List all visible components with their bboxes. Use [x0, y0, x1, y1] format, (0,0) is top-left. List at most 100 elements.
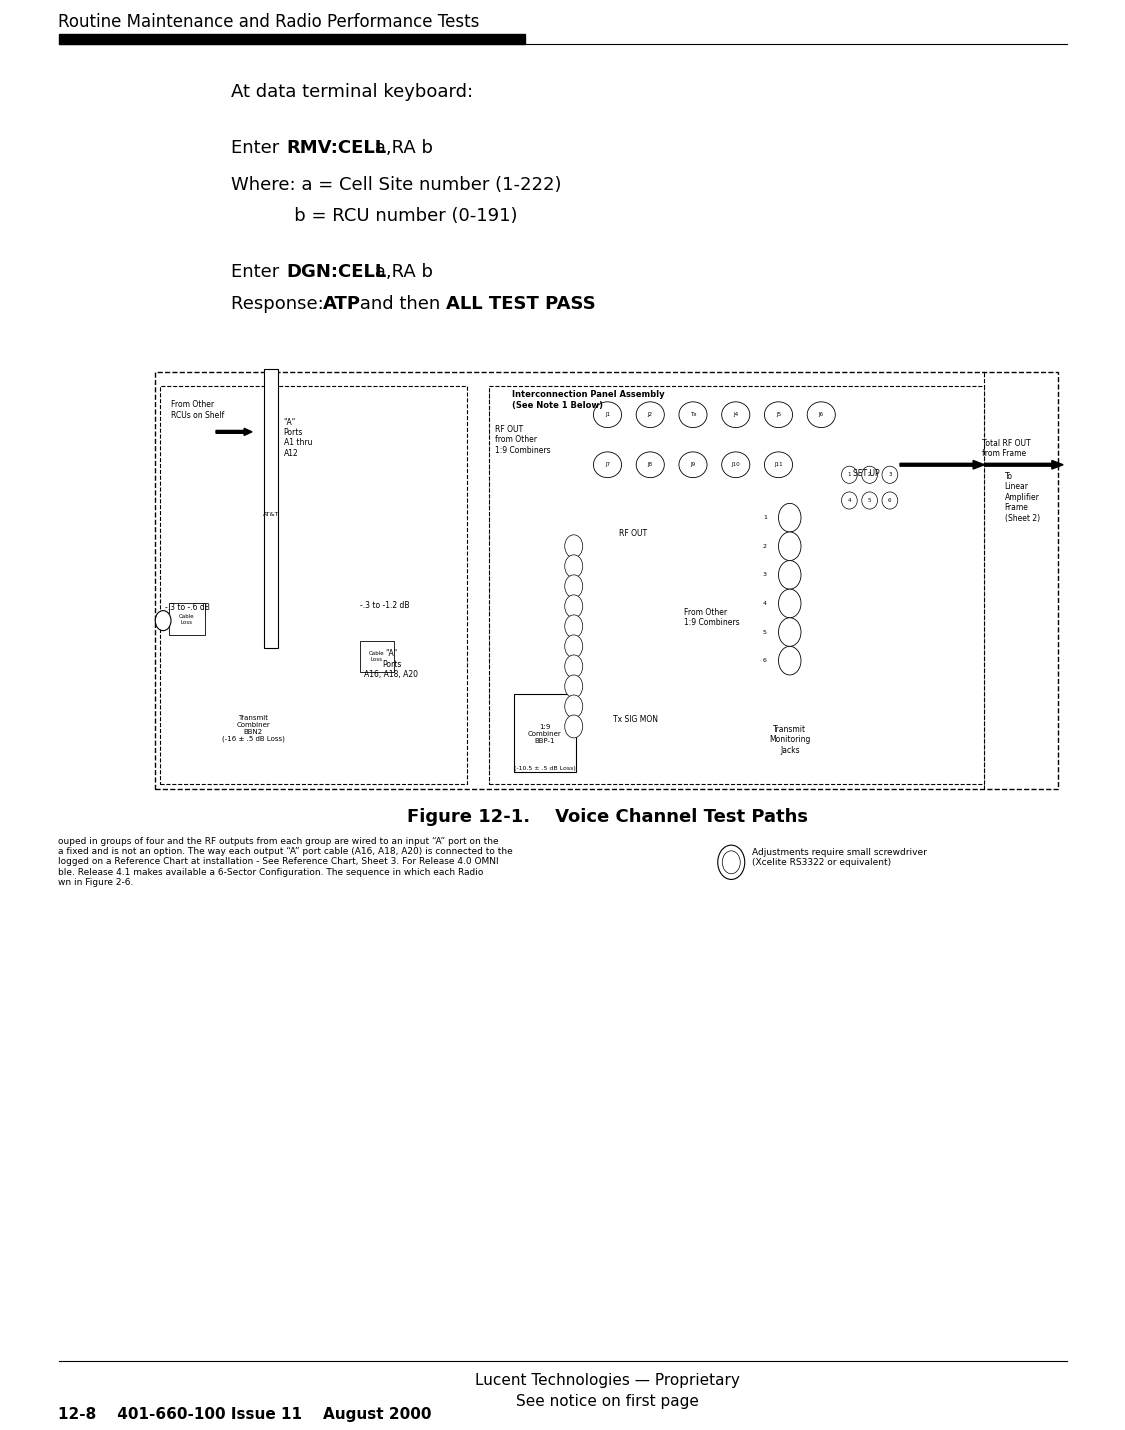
FancyArrow shape	[900, 460, 984, 469]
Text: 5: 5	[867, 498, 872, 503]
Text: DGN:CELL: DGN:CELL	[286, 263, 386, 282]
Text: ATP: ATP	[323, 295, 361, 313]
Circle shape	[778, 532, 801, 561]
Text: J9: J9	[691, 462, 695, 468]
Text: 3: 3	[888, 472, 892, 478]
Text: J5: J5	[776, 412, 781, 418]
Text: a,RA b: a,RA b	[369, 139, 433, 157]
Text: J8: J8	[648, 462, 652, 468]
Circle shape	[778, 589, 801, 618]
Text: AT&T: AT&T	[263, 512, 279, 518]
Ellipse shape	[862, 492, 878, 509]
Text: Lucent Technologies — Proprietary: Lucent Technologies — Proprietary	[475, 1373, 740, 1387]
Text: Total RF OUT
from Frame: Total RF OUT from Frame	[982, 439, 1030, 459]
Text: 4: 4	[847, 498, 852, 503]
Text: 4: 4	[763, 601, 767, 606]
Text: J10: J10	[731, 462, 740, 468]
Text: J1: J1	[605, 412, 610, 418]
Text: At data terminal keyboard:: At data terminal keyboard:	[231, 83, 472, 102]
Text: J4: J4	[734, 412, 738, 418]
Circle shape	[565, 535, 583, 558]
Text: Cable
Loss: Cable Loss	[179, 613, 195, 625]
Text: ALL TEST PASS: ALL TEST PASS	[447, 295, 596, 313]
Text: -.3 to -.6 dB: -.3 to -.6 dB	[165, 603, 210, 612]
Text: Routine Maintenance and Radio Performance Tests: Routine Maintenance and Radio Performanc…	[58, 13, 480, 31]
Circle shape	[565, 575, 583, 598]
Text: Interconnection Panel Assembly
(See Note 1 Below): Interconnection Panel Assembly (See Note…	[512, 390, 665, 410]
Ellipse shape	[882, 466, 898, 483]
Text: J11: J11	[774, 462, 783, 468]
Text: Tx: Tx	[690, 412, 696, 418]
Text: RMV:CELL: RMV:CELL	[286, 139, 386, 157]
Bar	[264, 369, 278, 648]
Ellipse shape	[680, 452, 708, 478]
Text: 3: 3	[763, 572, 767, 578]
Text: 12-8    401-660-100 Issue 11    August 2000: 12-8 401-660-100 Issue 11 August 2000	[58, 1407, 432, 1421]
Text: b = RCU number (0-191): b = RCU number (0-191)	[231, 207, 518, 226]
Text: J7: J7	[605, 462, 610, 468]
Bar	[169, 603, 205, 635]
Text: Enter: Enter	[231, 263, 285, 282]
Ellipse shape	[842, 492, 857, 509]
Ellipse shape	[882, 492, 898, 509]
Text: 1: 1	[847, 472, 852, 478]
Ellipse shape	[680, 402, 708, 428]
Ellipse shape	[637, 402, 665, 428]
Circle shape	[722, 851, 740, 874]
Text: J6: J6	[819, 412, 824, 418]
Text: "A"
Ports
A1 thru
A12: "A" Ports A1 thru A12	[284, 418, 312, 458]
Text: a,RA b: a,RA b	[369, 263, 433, 282]
Circle shape	[565, 595, 583, 618]
Circle shape	[718, 845, 745, 879]
Circle shape	[778, 503, 801, 532]
Text: and then: and then	[354, 295, 446, 313]
Text: Where: a = Cell Site number (1-222): Where: a = Cell Site number (1-222)	[231, 176, 561, 194]
Text: -.3 to -1.2 dB: -.3 to -1.2 dB	[360, 601, 410, 609]
Text: Cable
Loss: Cable Loss	[369, 651, 385, 662]
Text: 5: 5	[763, 629, 767, 635]
Text: 6: 6	[763, 658, 767, 664]
Text: ouped in groups of four and the RF outputs from each group are wired to an input: ouped in groups of four and the RF outpu…	[58, 837, 513, 887]
Text: Enter: Enter	[231, 139, 285, 157]
Text: From Other
RCUs on Shelf: From Other RCUs on Shelf	[171, 400, 224, 420]
Circle shape	[778, 618, 801, 646]
Text: Adjustments require small screwdriver
(Xcelite RS3322 or equivalent): Adjustments require small screwdriver (X…	[752, 848, 926, 868]
Text: Figure 12-1.    Voice Channel Test Paths: Figure 12-1. Voice Channel Test Paths	[407, 808, 808, 827]
Text: 2: 2	[763, 543, 767, 549]
Circle shape	[565, 675, 583, 698]
Bar	[155, 372, 1058, 789]
Circle shape	[565, 695, 583, 718]
Circle shape	[565, 635, 583, 658]
Text: Transmit
Combiner
BBN2
(-16 ± .5 dB Loss): Transmit Combiner BBN2 (-16 ± .5 dB Loss…	[222, 715, 285, 742]
Text: RF OUT
from Other
1:9 Combiners: RF OUT from Other 1:9 Combiners	[495, 425, 550, 455]
Text: J2: J2	[648, 412, 652, 418]
Ellipse shape	[594, 402, 621, 428]
Circle shape	[155, 611, 171, 631]
Text: See notice on first page: See notice on first page	[516, 1394, 699, 1409]
Circle shape	[565, 655, 583, 678]
Text: 1: 1	[763, 515, 767, 521]
Text: RF OUT: RF OUT	[619, 529, 647, 538]
Text: 2: 2	[867, 472, 872, 478]
Text: (-10.5 ± .5 dB Loss): (-10.5 ± .5 dB Loss)	[514, 766, 575, 771]
Ellipse shape	[637, 452, 665, 478]
Bar	[489, 386, 984, 784]
Ellipse shape	[765, 452, 793, 478]
Ellipse shape	[842, 466, 857, 483]
Bar	[360, 641, 394, 672]
Text: Transmit
Monitoring
Jacks: Transmit Monitoring Jacks	[770, 725, 810, 755]
Ellipse shape	[862, 466, 878, 483]
Ellipse shape	[808, 402, 835, 428]
Circle shape	[565, 615, 583, 638]
Bar	[514, 694, 576, 772]
Bar	[160, 386, 467, 784]
Text: 6: 6	[888, 498, 892, 503]
Text: From Other
1:9 Combiners: From Other 1:9 Combiners	[684, 608, 739, 628]
Bar	[58, 34, 525, 44]
Ellipse shape	[722, 452, 749, 478]
Ellipse shape	[765, 402, 793, 428]
FancyArrow shape	[984, 460, 1063, 469]
Circle shape	[565, 715, 583, 738]
Circle shape	[778, 646, 801, 675]
Text: "A"
Ports
A16, A18, A20: "A" Ports A16, A18, A20	[364, 649, 418, 679]
